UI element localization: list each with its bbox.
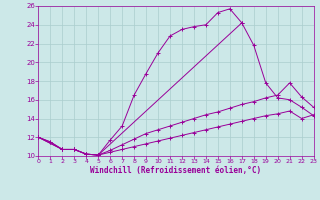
X-axis label: Windchill (Refroidissement éolien,°C): Windchill (Refroidissement éolien,°C) [91, 166, 261, 175]
